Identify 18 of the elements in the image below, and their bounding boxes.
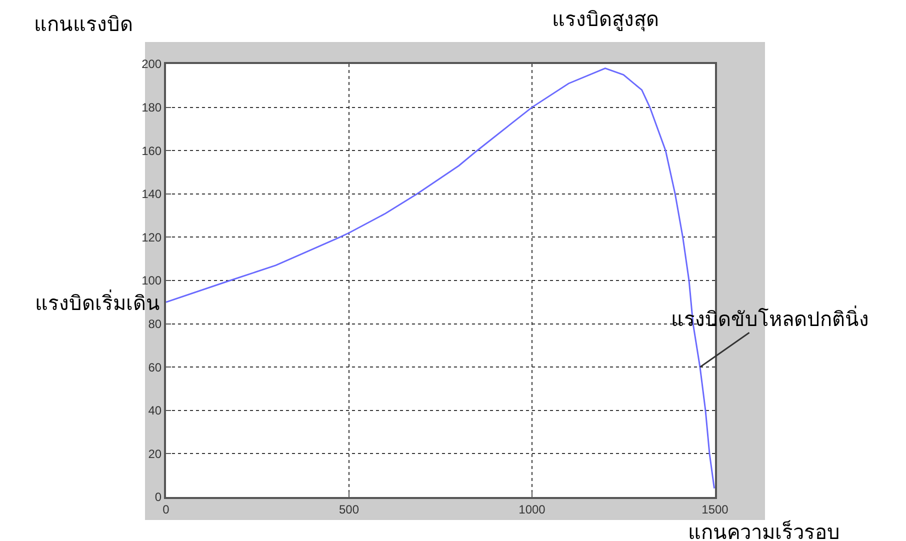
x-tick-label: 500 [338, 502, 360, 516]
x-axis-title: แกนความเร็วรอบ [688, 519, 840, 541]
y-tick-label: 140 [142, 187, 162, 202]
y-tick-label: 80 [148, 317, 162, 331]
y-tick-label: 20 [148, 446, 162, 461]
y-tick-label: 100 [142, 274, 162, 288]
y-axis-title: แกนแรงบิด [34, 14, 133, 36]
x-tick-label: 1500 [702, 502, 729, 516]
y-tick-label: 160 [142, 144, 162, 158]
x-tick-label: 1000 [518, 502, 546, 516]
annotation: แรงบิดสูงสุด [552, 9, 659, 32]
y-tick-label: 0 [154, 490, 162, 504]
y-tick-label: 60 [148, 360, 162, 374]
y-tick-label: 200 [142, 57, 162, 72]
y-tick-label: 40 [148, 404, 162, 418]
y-tick-label: 180 [142, 100, 162, 114]
y-tick-label: 120 [142, 230, 162, 244]
annotation: แรงบิดเริ่มเดิน [35, 289, 160, 315]
